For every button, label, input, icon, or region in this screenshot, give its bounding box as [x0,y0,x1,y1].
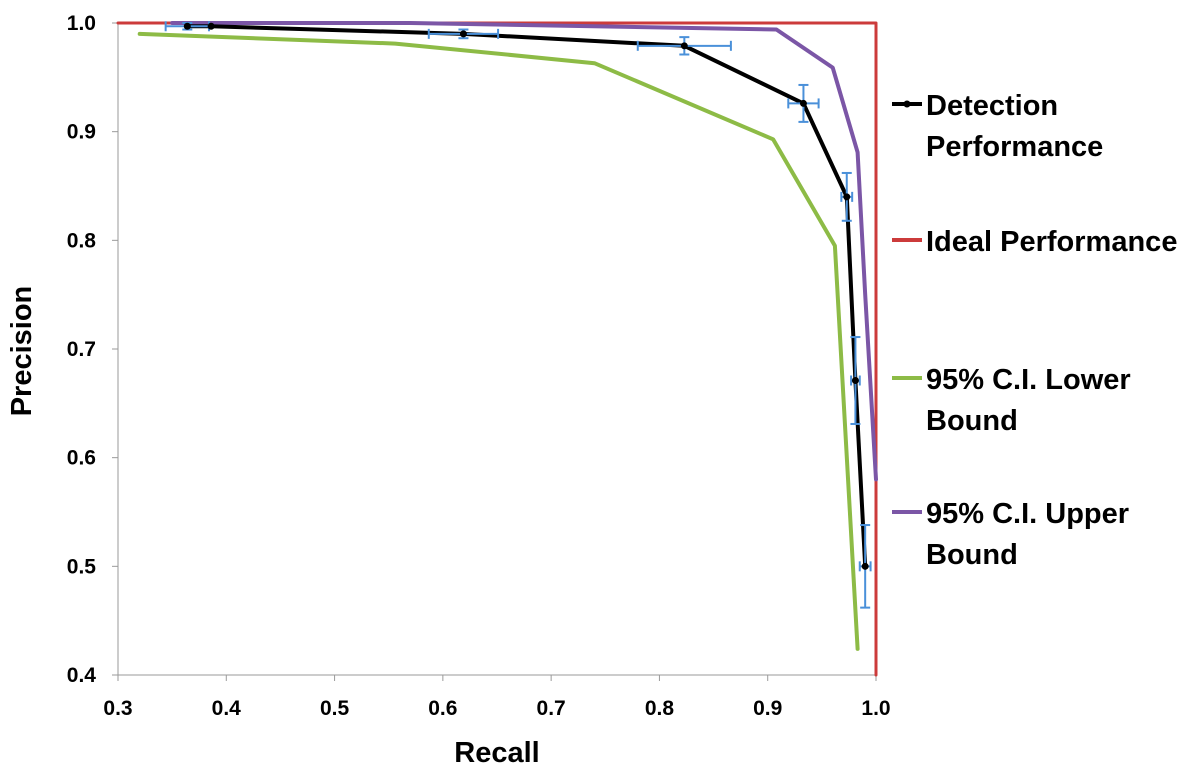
series-line-0 [185,24,868,569]
x-tick-label: 0.3 [103,697,132,720]
x-tick-label: 0.6 [428,697,457,720]
y-tick-label: 1.0 [67,12,96,35]
series-layer [116,21,878,677]
y-tick-label: 0.4 [67,664,97,687]
data-point-marker [851,377,859,385]
data-point-marker [183,22,191,30]
series-line-3 [170,21,878,482]
legend-label: 95% C.I. Upper [926,498,1129,530]
legend-label: Bound [926,539,1018,571]
legend-item: Detection Performance [892,90,1103,163]
plot-area-border [117,22,877,676]
y-tick-label: 0.5 [67,555,97,578]
legend: Detection Performance Ideal Performance 95%… [892,90,1177,571]
data-point-marker [207,22,215,30]
x-axis-title: Recall [454,737,539,769]
data-point-marker [843,193,851,201]
legend-item: Ideal Performance [892,226,1177,258]
axis-ticks: 0.3 0.4 0.5 0.6 0.7 0.8 0.9 1.0 0.4 0.5 0.6 0.7 0.8 0… [67,12,891,720]
data-point-marker [680,42,688,50]
legend-item: 95% C.I. Lower Bound [892,364,1131,437]
y-tick-label: 0.6 [67,447,96,470]
x-tick-label: 0.4 [212,697,242,720]
x-tick-label: 0.7 [537,697,566,720]
data-point-marker [861,562,869,570]
legend-label: Bound [926,405,1018,437]
x-tick-label: 0.9 [753,697,782,720]
plot-frame [117,22,877,676]
data-point-marker [459,30,467,38]
data-point-marker [799,99,807,107]
legend-label: Performance [926,131,1103,163]
y-tick-label: 0.9 [67,121,96,144]
legend-label: Detection [926,90,1058,122]
marker-layer [183,22,869,570]
x-tick-label: 0.5 [320,697,350,720]
x-tick-label: 0.8 [645,697,675,720]
legend-marker [903,100,911,108]
x-tick-label: 1.0 [861,697,890,720]
series-line-1 [116,21,878,677]
errorbar-layer [164,21,872,609]
y-tick-label: 0.7 [67,338,96,361]
series-line-2 [137,31,860,651]
legend-label: Ideal Performance [926,226,1177,258]
legend-item: 95% C.I. Upper Bound [892,498,1129,571]
y-axis-title: Precision [6,286,38,417]
legend-label: 95% C.I. Lower [926,364,1131,396]
y-tick-label: 0.8 [67,229,97,252]
